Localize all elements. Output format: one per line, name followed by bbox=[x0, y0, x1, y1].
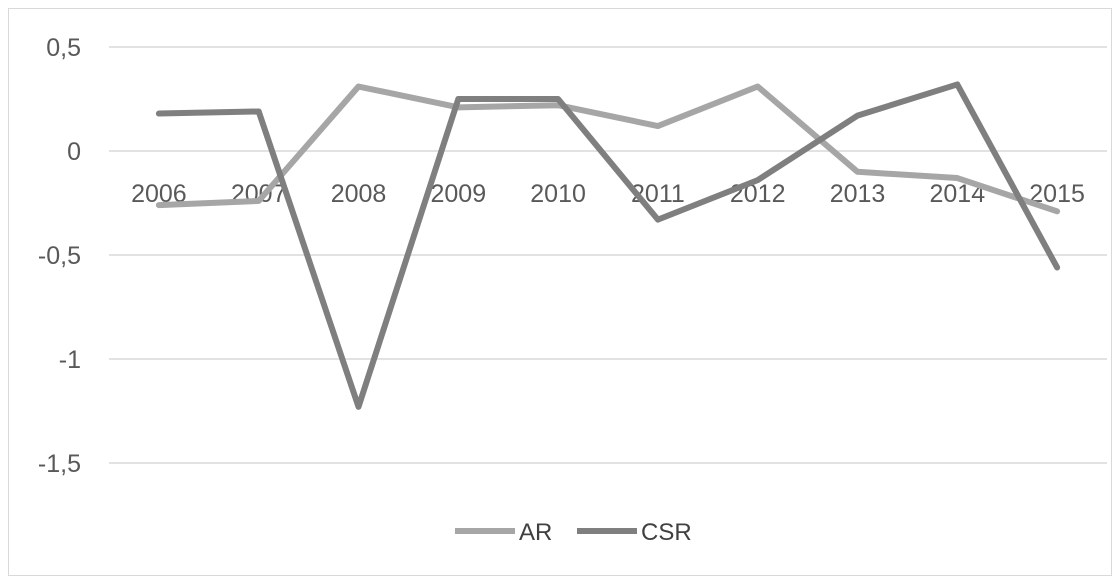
legend-label-csr: CSR bbox=[641, 519, 692, 546]
series-lines bbox=[155, 81, 1061, 410]
y-axis-tick-labels: 0,5 0 -0,5 -1 -1,5 bbox=[38, 34, 81, 478]
legend: AR CSR bbox=[455, 519, 692, 546]
y-tick-label: 0,5 bbox=[46, 34, 81, 62]
y-tick-label: -1,5 bbox=[38, 450, 81, 478]
x-tick-label: 2010 bbox=[530, 180, 586, 208]
gridlines bbox=[109, 46, 1107, 464]
line-chart: 0,50-0,5-1-1,5 2006 2007 2008 2009 2010 2011 2… bbox=[38, 34, 1107, 546]
x-tick-label: 2008 bbox=[331, 180, 387, 208]
y-tick-label: -0,5 bbox=[38, 242, 81, 270]
x-tick-label: 2012 bbox=[730, 180, 786, 208]
x-tick-label: 2013 bbox=[830, 180, 886, 208]
legend-label-ar: AR bbox=[519, 519, 552, 546]
y-tick-label: 0 bbox=[67, 138, 81, 166]
x-axis-tick-labels: 2006 2007 2008 2009 2010 2011 2012 2013 2014 2015 bbox=[131, 180, 1085, 208]
chart-area: 0,5 0 -0,5 -1 -1,5 2006 2007 2008 2009 2010 2011 2… bbox=[8, 8, 1112, 576]
series-line-ar bbox=[155, 83, 1061, 215]
x-tick-label: 2009 bbox=[430, 180, 486, 208]
y-tick-label: -1 bbox=[59, 346, 81, 374]
series-line-csr bbox=[155, 81, 1061, 410]
